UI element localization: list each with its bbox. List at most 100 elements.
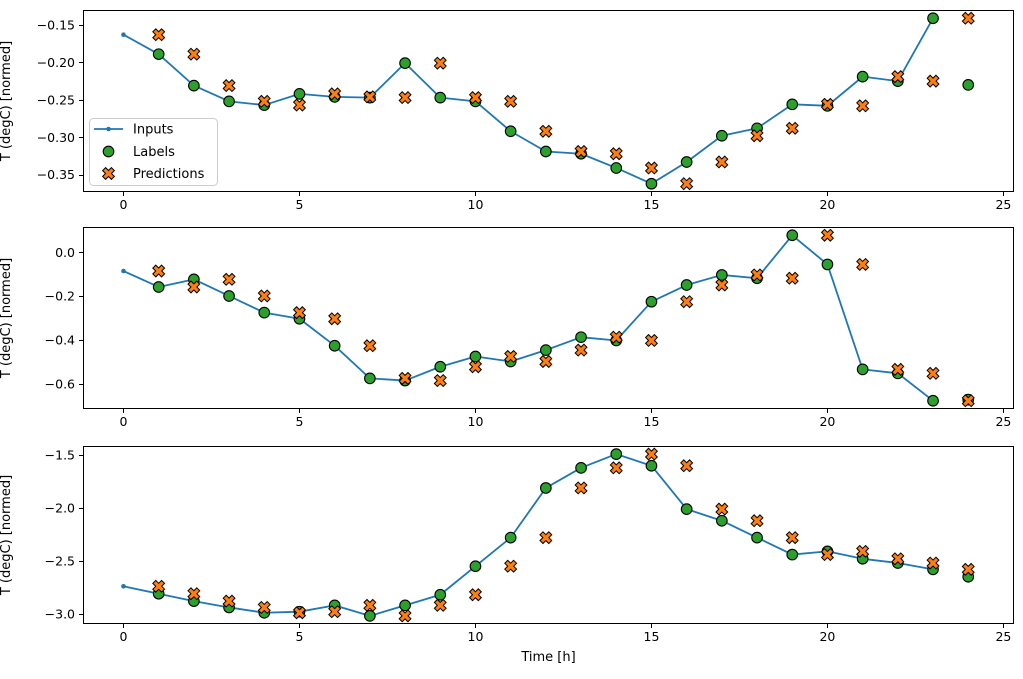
x-tick-label: 15	[644, 197, 660, 212]
legend-item-label: Predictions	[133, 167, 205, 182]
legend-box	[89, 118, 218, 186]
x-tick-label: 15	[644, 629, 660, 644]
legend: Inputs Labels Predictions	[89, 118, 218, 186]
x-tick-label: 15	[644, 414, 660, 429]
labels-point	[715, 129, 728, 142]
x-axis: 0 5 10 15 20 25	[120, 192, 1011, 212]
predictions-point	[539, 354, 553, 369]
predictions-series	[152, 228, 975, 408]
y-axis-label: T (degC) [normed]	[0, 41, 14, 162]
labels-point	[540, 145, 552, 158]
predictions-point	[785, 121, 799, 135]
x-tick-label: 20	[819, 197, 835, 212]
labels-point	[786, 548, 799, 561]
predictions-point	[715, 502, 729, 516]
predictions-point	[152, 264, 166, 278]
labels-point	[610, 162, 623, 174]
predictions-point	[644, 161, 659, 175]
predictions-point	[222, 79, 236, 93]
predictions-point	[715, 155, 729, 169]
subplot-middle: 0 5 10 15 20 25 0.0 −0.2 −0.4 −0.6 T (degC) [norme…	[0, 227, 1014, 429]
predictions-point	[574, 343, 588, 357]
x-tick-label: 20	[819, 414, 835, 429]
legend-x-sample	[101, 166, 116, 181]
labels-series	[152, 448, 975, 622]
labels-point	[856, 70, 869, 83]
x-tick-label: 5	[295, 197, 303, 212]
y-axis-label: T (degC) [normed]	[0, 258, 14, 379]
predictions-point	[468, 588, 483, 602]
labels-point	[575, 461, 587, 474]
predictions-point	[363, 339, 377, 353]
labels-point	[399, 599, 411, 612]
predictions-point	[785, 271, 799, 285]
x-tick-label: 5	[295, 414, 303, 429]
labels-point	[927, 394, 939, 407]
labels-point	[364, 610, 376, 622]
labels-point	[504, 531, 517, 544]
predictions-point	[398, 91, 412, 105]
labels-point	[434, 91, 447, 104]
predictions-point	[891, 552, 905, 566]
labels-point	[715, 269, 728, 281]
predictions-point	[504, 94, 518, 108]
predictions-point	[187, 47, 201, 61]
predictions-point	[433, 56, 447, 70]
labels-point	[152, 281, 165, 293]
labels-point	[610, 448, 623, 460]
predictions-point	[292, 606, 307, 620]
predictions-point	[398, 609, 412, 623]
predictions-point	[856, 257, 870, 271]
x-axis: 0 5 10 15 20 25	[120, 624, 1011, 644]
x-tick-label: 0	[120, 197, 128, 212]
predictions-point	[926, 556, 940, 570]
predictions-point	[961, 562, 975, 576]
y-tick-label: −2.5	[45, 553, 75, 568]
y-axis: −1.5 −2.0 −2.5 −3.0	[45, 448, 83, 621]
x-tick-label: 25	[995, 414, 1011, 429]
predictions-point	[856, 99, 870, 113]
x-tick-label: 25	[995, 629, 1011, 644]
predictions-point	[609, 330, 623, 344]
predictions-point	[257, 94, 271, 108]
legend-item-predictions: Predictions	[101, 166, 205, 182]
labels-point	[152, 48, 165, 61]
y-tick-label: −0.25	[37, 92, 75, 107]
legend-item-label: Inputs	[133, 123, 174, 138]
predictions-series	[152, 11, 975, 191]
labels-point	[293, 87, 306, 100]
predictions-point	[539, 531, 553, 545]
legend-item-inputs: Inputs	[94, 123, 174, 138]
labels-point	[645, 177, 658, 190]
predictions-point	[680, 177, 694, 191]
x-tick-label: 0	[120, 414, 128, 429]
predictions-point	[961, 394, 975, 408]
labels-point	[258, 306, 271, 319]
labels-point	[751, 531, 763, 544]
predictions-point	[926, 74, 940, 88]
predictions-point	[257, 600, 271, 615]
predictions-point	[292, 98, 307, 112]
x-tick-label: 0	[120, 629, 128, 644]
labels-point	[188, 79, 200, 92]
predictions-point	[750, 268, 764, 282]
y-tick-label: −2.0	[45, 501, 75, 516]
inputs-point	[121, 32, 126, 38]
y-tick-label: 0.0	[55, 245, 75, 260]
predictions-point	[750, 129, 764, 143]
predictions-point	[328, 605, 342, 619]
labels-point	[328, 339, 341, 352]
labels-point	[399, 57, 411, 70]
labels-point	[680, 156, 693, 168]
x-tick-label: 10	[468, 197, 484, 212]
predictions-point	[328, 312, 342, 326]
predictions-point	[504, 349, 518, 364]
y-axis: 0.0 −0.2 −0.4 −0.6	[45, 245, 83, 391]
subplot-top: 0 5 10 15 20 25 −0.15 −0.20 −0.25 −0.30 −0.35 T (de…	[0, 10, 1014, 212]
legend-item-labels: Labels	[102, 145, 175, 160]
predictions-point	[891, 362, 905, 376]
predictions-point	[152, 28, 166, 42]
x-tick-label: 10	[468, 629, 484, 644]
inputs-series	[121, 15, 936, 186]
predictions-point	[926, 366, 940, 380]
